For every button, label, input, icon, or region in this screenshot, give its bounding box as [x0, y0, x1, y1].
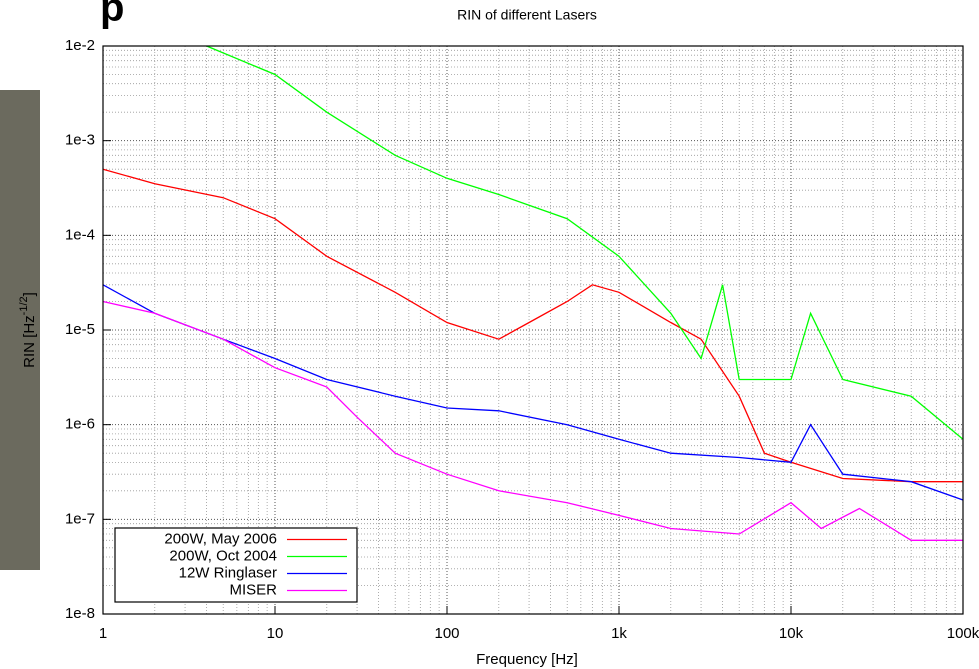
legend-label: MISER [229, 581, 277, 598]
legend-label: 200W, Oct 2004 [169, 547, 277, 564]
y-tick-label: 1e-3 [65, 132, 95, 149]
x-axis-label: Frequency [Hz] [476, 651, 578, 668]
y-label-end: ] [21, 292, 38, 296]
x-tick-label: 1 [99, 625, 107, 642]
y-tick-label: 1e-6 [65, 416, 95, 433]
series-line [206, 45, 964, 440]
x-tick-label: 10 [267, 625, 284, 642]
y-tick-label: 1e-4 [65, 226, 95, 243]
slide-title-fragment: p [100, 0, 124, 30]
series-line [102, 168, 963, 483]
y-label-sup: -1/2 [18, 296, 30, 315]
chart-title: RIN of different Lasers [457, 7, 597, 23]
y-tick-label: 1e-2 [65, 37, 95, 54]
legend-label: 200W, May 2006 [164, 530, 277, 547]
background-photo [0, 90, 40, 570]
y-label-text: RIN [Hz [21, 315, 38, 368]
x-tick-label: 10k [779, 625, 804, 642]
legend-label: 12W Ringlaser [179, 564, 277, 581]
x-tick-label: 1k [611, 625, 627, 642]
y-tick-label: 1e-7 [65, 510, 95, 527]
series-line [102, 300, 963, 541]
y-axis-label: RIN [Hz-1/2] [18, 292, 38, 368]
y-tick-label: 1e-5 [65, 321, 95, 338]
x-tick-label: 100 [434, 625, 459, 642]
series-line [102, 284, 964, 501]
x-tick-label: 100k [947, 625, 979, 642]
y-tick-label: 1e-8 [65, 605, 95, 622]
legend-box [114, 527, 358, 603]
plot-frame [102, 45, 964, 615]
